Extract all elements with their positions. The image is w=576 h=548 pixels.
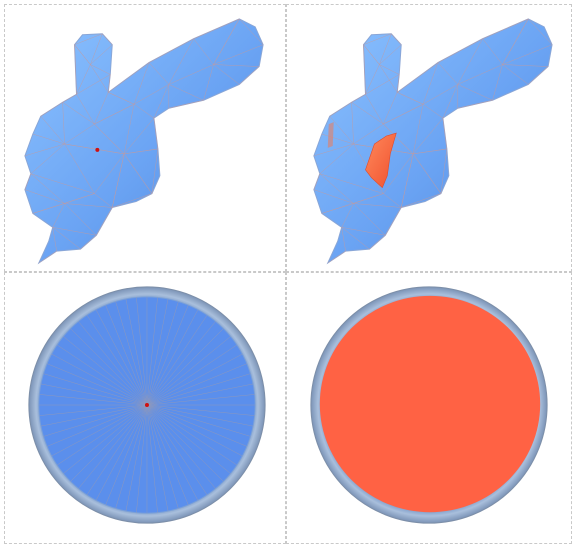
mesh-spoke xyxy=(146,404,248,447)
highlight-patch xyxy=(365,132,397,189)
bone-mesh xyxy=(24,18,264,265)
mesh-spoke xyxy=(86,404,148,496)
mesh-spoke xyxy=(105,404,148,506)
mesh-spoke xyxy=(146,404,208,496)
mesh-spoke xyxy=(78,321,148,406)
mesh-spoke xyxy=(40,383,148,406)
mesh-spoke xyxy=(146,363,248,406)
mesh-spoke xyxy=(146,298,169,406)
panel-bone-patch xyxy=(286,4,572,272)
mesh-spoke xyxy=(43,404,148,437)
disk-seed-svg xyxy=(28,286,266,524)
mesh-spoke xyxy=(146,404,216,489)
radial-spokes xyxy=(38,296,256,514)
mesh-spoke xyxy=(125,298,148,406)
mesh-spoke xyxy=(146,404,243,457)
mesh-spoke xyxy=(43,373,148,406)
mesh-spoke xyxy=(70,404,148,482)
seed-point xyxy=(95,147,100,152)
mesh-spoke xyxy=(146,404,199,501)
mesh-spoke xyxy=(95,309,148,406)
mesh-spoke xyxy=(146,404,189,506)
mesh-spoke xyxy=(146,321,216,406)
panel-bone-seed xyxy=(4,4,286,272)
mesh-spoke xyxy=(146,304,189,406)
mesh-spoke xyxy=(39,394,148,406)
mesh-spoke xyxy=(63,404,148,474)
patch-edge-left xyxy=(327,122,334,148)
mesh-spoke xyxy=(146,394,255,406)
mesh-spoke xyxy=(115,404,148,509)
mesh-spoke xyxy=(146,404,169,512)
mesh-spoke xyxy=(146,301,179,406)
mesh-spoke xyxy=(39,404,148,416)
mesh-spoke xyxy=(56,404,148,466)
seed-point xyxy=(145,403,149,408)
bone-patch-svg xyxy=(313,18,553,265)
mesh-spoke xyxy=(146,328,224,406)
mesh-spoke xyxy=(70,328,148,406)
mesh-spoke xyxy=(146,297,158,406)
mesh-spoke xyxy=(146,336,231,406)
mesh-spoke xyxy=(136,404,148,513)
mesh-spoke xyxy=(125,404,148,512)
bone-mesh xyxy=(313,18,553,265)
mesh-wireframe xyxy=(24,18,264,264)
mesh-spoke xyxy=(146,404,179,509)
mesh-spoke xyxy=(146,404,238,466)
bone-seed-svg xyxy=(24,18,264,265)
mesh-spoke xyxy=(46,404,148,447)
mesh-spoke xyxy=(146,404,224,482)
mesh-spoke xyxy=(56,344,148,406)
mesh-wireframe xyxy=(313,18,553,264)
disk-filled-svg xyxy=(310,286,548,524)
mesh-spoke xyxy=(51,404,148,457)
mesh-spoke xyxy=(136,297,148,406)
mesh-spoke xyxy=(146,373,251,406)
disk-filled-face xyxy=(319,295,541,513)
mesh-spoke xyxy=(63,336,148,406)
mesh-spoke xyxy=(146,309,199,406)
mesh-spoke xyxy=(115,301,148,406)
mesh-spoke xyxy=(78,404,148,489)
mesh-spoke xyxy=(146,404,251,437)
mesh-spoke xyxy=(146,404,254,427)
mesh-spoke xyxy=(146,404,231,474)
mesh-spoke xyxy=(95,404,148,501)
mesh-spoke xyxy=(105,304,148,406)
mesh-spoke xyxy=(51,353,148,406)
mesh-spoke xyxy=(146,383,254,406)
mesh-spoke xyxy=(146,353,243,406)
mesh-spoke xyxy=(46,363,148,406)
mesh-spoke xyxy=(146,404,255,416)
panel-disk-seed xyxy=(4,272,286,544)
mesh-spoke xyxy=(146,314,208,406)
mesh-spoke xyxy=(86,314,148,406)
panel-disk-filled xyxy=(286,272,572,544)
mesh-spoke xyxy=(40,404,148,427)
mesh-spoke xyxy=(146,404,158,513)
mesh-spoke xyxy=(146,344,238,406)
